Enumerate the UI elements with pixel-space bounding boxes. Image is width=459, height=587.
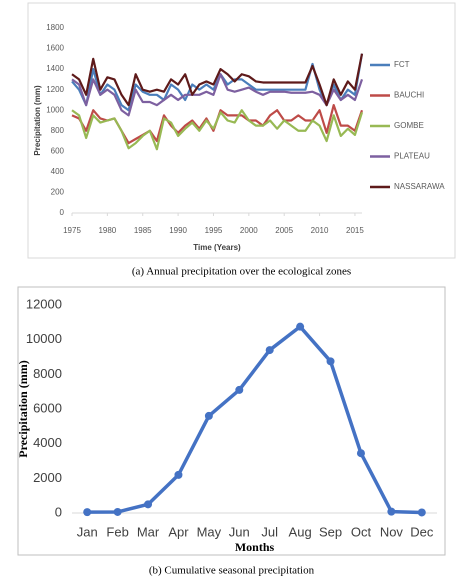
y-axis-label: Precipitation (mm) [33,85,42,156]
y-tick-label: 0 [55,504,62,519]
x-tick-label: 2015 [346,226,364,235]
data-point [235,385,244,394]
x-axis-label: Time (Years) [193,243,241,252]
x-tick-label: Jan [77,524,98,539]
y-tick-label: 2000 [33,470,62,485]
x-axis-label: Months [235,540,275,554]
x-tick-label: 1995 [205,226,223,235]
y-tick-label: 12000 [26,296,62,311]
legend-label: FCT [394,60,410,69]
y-tick-label: 0 [60,208,65,217]
data-point [417,508,426,517]
y-tick-label: 800 [51,126,65,135]
legend-label: NASSARAWA [394,182,445,191]
x-tick-label: Feb [106,524,128,539]
legend-label: GOMBE [394,121,424,130]
data-point [204,411,213,420]
y-tick-label: 400 [51,167,65,176]
x-tick-label: Aug [289,524,312,539]
series-line [87,324,422,515]
x-tick-label: 2000 [240,226,258,235]
legend-label: BAUCHI [394,91,424,100]
x-tick-label: Oct [351,524,372,539]
y-tick-label: 200 [51,188,65,197]
legend-label: PLATEAU [394,152,430,161]
x-tick-label: Jun [229,524,250,539]
x-tick-label: Sep [319,524,342,539]
y-tick-label: 600 [51,146,65,155]
x-tick-label: 2010 [311,226,329,235]
data-point [326,357,335,366]
x-tick-label: Dec [410,524,434,539]
x-tick-label: May [197,524,222,539]
y-tick-label: 1400 [46,64,64,73]
data-point [265,346,274,355]
y-tick-label: 1200 [46,85,64,94]
caption: (b) Cumulative seasonal precipitation [149,565,315,577]
data-point [296,322,305,331]
caption: (a) Annual precipitation over the ecolog… [132,266,351,278]
y-tick-label: 10000 [26,331,62,346]
x-tick-label: Apr [168,524,189,539]
x-tick-label: 1980 [98,226,116,235]
y-tick-label: 1600 [46,44,64,53]
x-tick-label: 2005 [275,226,293,235]
x-tick-label: 1990 [169,226,187,235]
chart-frame [27,2,456,259]
x-tick-label: 1985 [134,226,152,235]
chart-frame [17,286,446,556]
x-tick-label: 1975 [63,226,81,235]
series-line [71,109,364,151]
x-tick-label: Nov [380,524,404,539]
data-point [356,449,365,458]
data-point [387,507,396,516]
data-point [83,508,92,517]
x-tick-label: Jul [261,524,278,539]
series-line [71,73,364,117]
y-tick-label: 1800 [46,23,64,32]
y-tick-label: 4000 [33,435,62,450]
x-tick-label: Mar [137,524,160,539]
data-point [113,507,122,516]
y-axis-label: Precipitation (mm) [16,360,30,457]
series-line [71,53,364,107]
data-point [144,500,153,509]
data-point [174,470,183,479]
y-tick-label: 6000 [33,400,62,415]
y-tick-label: 1000 [46,105,64,114]
y-tick-label: 8000 [33,366,62,381]
